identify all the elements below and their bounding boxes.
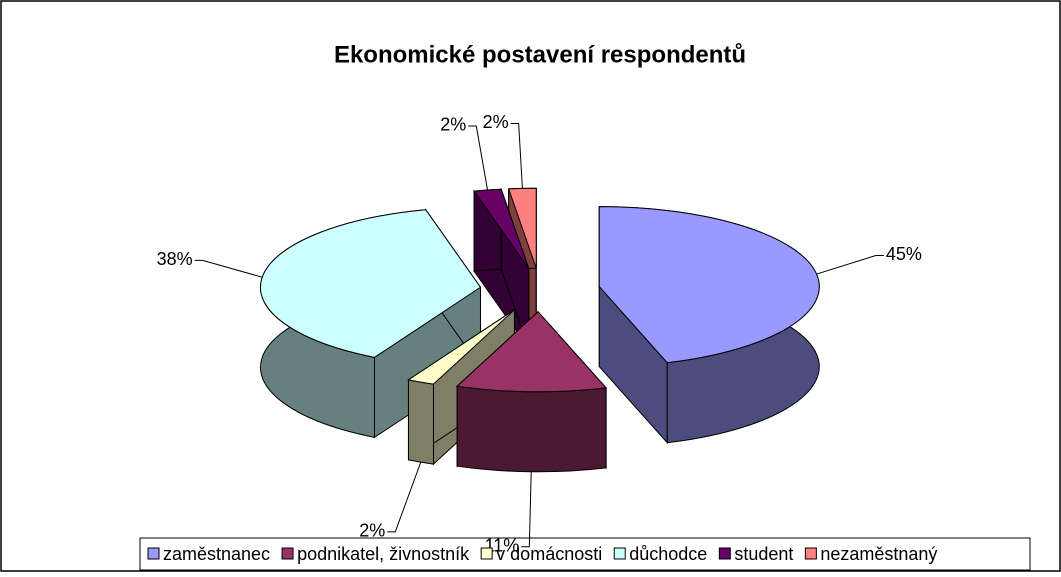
slice — [259, 208, 482, 439]
slice-top — [407, 309, 515, 385]
slice-side — [407, 379, 434, 465]
slice-top — [259, 209, 482, 358]
slice-top — [507, 187, 537, 269]
data-label: 2% — [440, 115, 466, 135]
legend-swatch — [718, 547, 731, 560]
legend-swatch — [281, 547, 294, 560]
legend-label: nezaměstnaný — [820, 544, 937, 564]
leader-line — [194, 259, 263, 278]
legend-swatch — [147, 547, 160, 560]
leader-line — [510, 122, 523, 189]
slice — [456, 310, 608, 473]
slice — [598, 206, 820, 444]
legend-label: student — [734, 544, 793, 564]
slice — [473, 188, 530, 351]
data-label: 2% — [359, 521, 385, 541]
leader-line — [816, 254, 884, 275]
legend-label: zaměstnanec — [163, 544, 270, 564]
legend-label: podnikatel, živnostník — [297, 544, 470, 564]
legend-swatch — [480, 547, 493, 560]
slice-side — [456, 385, 607, 473]
legend-label: v domácnosti — [496, 544, 602, 564]
data-label: 11% — [485, 535, 520, 555]
leader-line — [468, 125, 489, 191]
slice-top — [456, 311, 608, 393]
data-label: 2% — [483, 112, 509, 132]
slice-top — [473, 188, 530, 269]
slice-top — [598, 206, 820, 364]
leader-line — [387, 461, 422, 533]
leader-line — [521, 471, 532, 548]
data-label: 45% — [886, 244, 922, 264]
legend-label: důchodce — [629, 544, 707, 564]
chart-title: Ekonomické postavení respondentů — [334, 41, 746, 68]
data-label: 38% — [157, 249, 193, 269]
legend-swatch — [804, 547, 817, 560]
legend-swatch — [613, 547, 626, 560]
